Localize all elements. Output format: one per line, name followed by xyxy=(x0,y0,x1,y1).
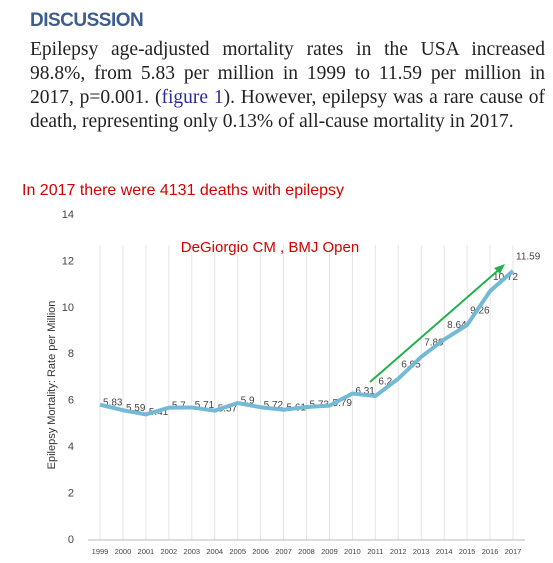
y-tick-label: 10 xyxy=(62,302,74,314)
note: In 2017 there were 4131 deaths with epil… xyxy=(22,182,344,199)
data-label: 7.89 xyxy=(424,337,444,348)
x-tick-label: 2010 xyxy=(344,547,361,556)
x-tick-label: 2017 xyxy=(505,547,522,556)
paragraph-text: ). However, epilepsy was a rare cause of… xyxy=(30,87,545,132)
x-tick-label: 2013 xyxy=(413,547,430,556)
x-tick-label: 2011 xyxy=(367,547,383,556)
y-tick-label: 8 xyxy=(68,348,74,360)
x-tick-label: 2001 xyxy=(138,547,155,556)
x-tick-label: 2016 xyxy=(482,547,499,556)
x-tick-label: 2014 xyxy=(436,547,453,556)
section-heading: DISCUSSION xyxy=(30,10,144,31)
x-tick-label: 2007 xyxy=(275,547,292,556)
data-label: 5.59 xyxy=(126,403,146,414)
figure-link[interactable]: figure 1 xyxy=(161,87,224,108)
trend-arrow xyxy=(369,266,503,383)
data-label: 5.79 xyxy=(332,398,352,409)
annotation: DeGiorgio CM , BMJ Open xyxy=(181,239,359,256)
data-label: 5.9 xyxy=(241,396,255,407)
y-tick-label: 6 xyxy=(68,395,74,407)
x-tick-label: 2008 xyxy=(298,547,315,556)
data-label: 5.83 xyxy=(103,397,123,408)
data-label: 9.26 xyxy=(470,306,490,317)
data-label: 5.71 xyxy=(195,400,215,411)
x-tick-label: 2012 xyxy=(390,547,407,556)
data-label: 5.57 xyxy=(218,403,238,414)
x-tick-label: 2005 xyxy=(229,547,246,556)
data-label: 6.31 xyxy=(355,386,375,397)
y-tick-label: 4 xyxy=(68,441,74,453)
x-tick-label: 2003 xyxy=(183,547,200,556)
x-tick-label: 1999 xyxy=(92,547,109,556)
series-line xyxy=(99,269,515,417)
y-tick-label: 12 xyxy=(62,255,74,267)
paragraph: Epilepsy age-adjusted mortality rates in… xyxy=(30,38,545,134)
y-tick-label: 2 xyxy=(68,487,74,499)
x-tick-label: 2002 xyxy=(160,547,177,556)
x-tick-label: 2015 xyxy=(459,547,476,556)
y-tick-label: 0 xyxy=(68,534,74,546)
y-axis-label: Epilepsy Mortality: Rate per Million xyxy=(46,301,58,470)
data-label: 11.59 xyxy=(516,252,541,263)
y-tick-label: 14 xyxy=(62,209,74,221)
x-tick-label: 2000 xyxy=(115,547,132,556)
data-label: 6.2 xyxy=(378,377,392,388)
data-label: 5.72 xyxy=(264,400,284,411)
data-label: 8.64 xyxy=(447,320,467,331)
paragraph-text: Epilepsy age-adjusted mortality rates in… xyxy=(30,39,545,108)
x-tick-label: 2009 xyxy=(321,547,338,556)
arrow-head xyxy=(494,264,505,274)
x-tick-label: 2004 xyxy=(206,547,223,556)
x-tick-label: 2006 xyxy=(252,547,269,556)
